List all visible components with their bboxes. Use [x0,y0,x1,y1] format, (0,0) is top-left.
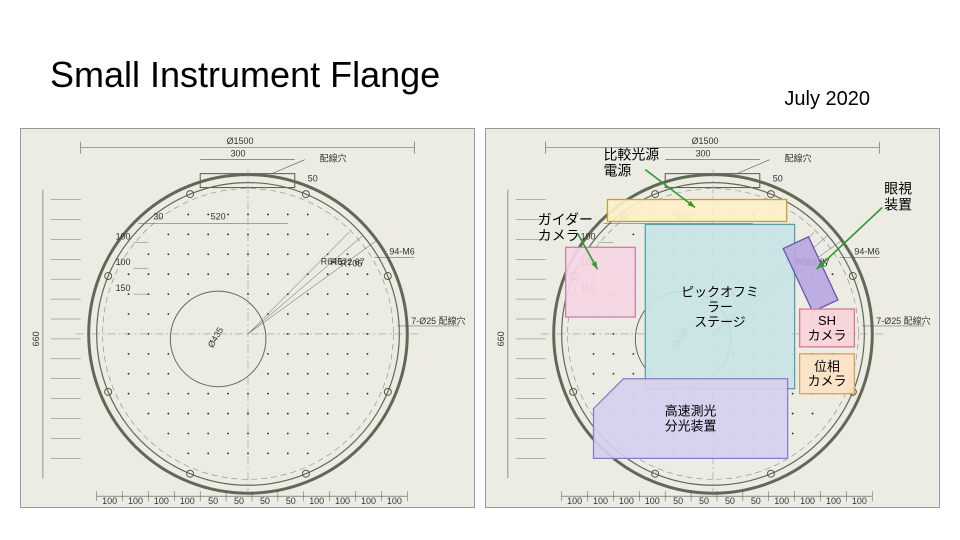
svg-text:100: 100 [387,496,402,506]
svg-text:150: 150 [116,283,131,293]
svg-text:100: 100 [645,496,660,506]
svg-text:7-Ø25 配線穴: 7-Ø25 配線穴 [876,315,930,326]
svg-text:R645: R645 [321,257,342,267]
svg-text:50: 50 [773,174,783,184]
svg-text:100: 100 [774,496,789,506]
left-panel: Ø1500300配線穴50660Ø435R705R672.67R64594-M6… [20,128,475,508]
svg-text:100: 100 [180,496,195,506]
svg-text:660: 660 [31,331,41,346]
svg-text:94-M6: 94-M6 [854,246,879,256]
svg-text:配線穴: 配線穴 [785,153,812,164]
svg-text:50: 50 [725,496,735,506]
svg-text:100: 100 [335,496,350,506]
svg-text:50: 50 [234,496,244,506]
svg-text:100: 100 [116,257,131,267]
svg-text:50: 50 [286,496,296,506]
svg-text:100: 100 [619,496,634,506]
svg-text:Ø435: Ø435 [206,325,226,349]
svg-text:100: 100 [116,231,131,241]
svg-text:50: 50 [699,496,709,506]
svg-text:100: 100 [826,496,841,506]
svg-text:30: 30 [153,211,163,221]
svg-text:眼視装置: 眼視装置 [884,181,912,213]
svg-text:100: 100 [581,231,596,241]
panels-row: Ø1500300配線穴50660Ø435R705R672.67R64594-M6… [20,128,940,508]
svg-text:100: 100 [128,496,143,506]
component-fast_phot: 高速測光分光装置 [594,379,788,459]
component-top_strip [607,200,786,222]
svg-text:100: 100 [567,496,582,506]
svg-text:高速測光分光装置: 高速測光分光装置 [665,404,717,434]
svg-text:100: 100 [309,496,324,506]
svg-text:Ø1500: Ø1500 [692,136,719,146]
svg-text:100: 100 [102,496,117,506]
svg-text:100: 100 [852,496,867,506]
page-title: Small Instrument Flange [50,54,440,96]
svg-text:100: 100 [361,496,376,506]
svg-text:520: 520 [211,211,226,221]
component-guider [566,247,636,317]
svg-text:50: 50 [673,496,683,506]
svg-text:300: 300 [696,149,711,159]
svg-text:配線穴: 配線穴 [320,153,347,164]
svg-text:660: 660 [496,331,506,346]
svg-text:50: 50 [260,496,270,506]
svg-text:100: 100 [593,496,608,506]
right-panel: Ø1500300配線穴50660Ø435R705R672.67R64594-M6… [485,128,940,508]
svg-text:50: 50 [308,174,318,184]
svg-text:7-Ø25 配線穴: 7-Ø25 配線穴 [411,315,465,326]
component-pickoff: ピックオフミラーステージ [645,224,794,388]
svg-text:50: 50 [751,496,761,506]
svg-text:100: 100 [800,496,815,506]
svg-text:100: 100 [154,496,169,506]
page-date: July 2020 [784,88,870,111]
svg-text:Ø1500: Ø1500 [227,136,254,146]
svg-text:300: 300 [231,149,246,159]
svg-text:50: 50 [208,496,218,506]
component-phase_cam: 位相カメラ [800,354,855,394]
svg-text:94-M6: 94-M6 [389,246,414,256]
component-sh_cam: SHカメラ [800,309,855,347]
